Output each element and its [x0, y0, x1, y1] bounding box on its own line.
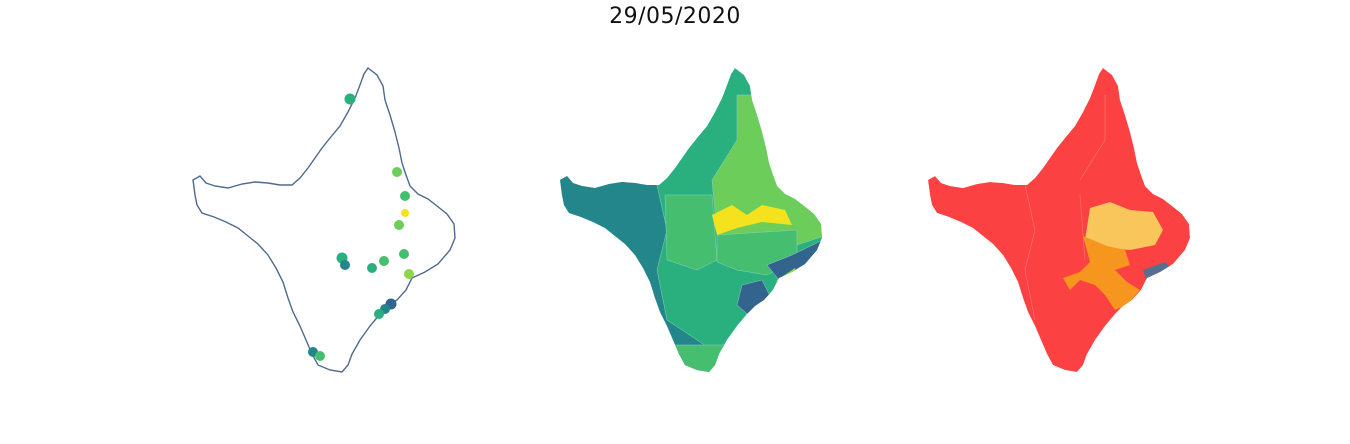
- figure-title: 29/05/2020: [609, 4, 741, 29]
- point: [401, 209, 409, 217]
- point: [344, 93, 356, 105]
- point: [394, 220, 404, 230]
- panel-choropleth-risk: [928, 68, 1190, 372]
- point: [374, 309, 384, 319]
- point: [404, 269, 414, 279]
- municipality-middle: [664, 194, 718, 271]
- point: [399, 249, 409, 259]
- point: [379, 256, 389, 266]
- point: [392, 167, 402, 177]
- municipality-moderate: [1085, 202, 1163, 250]
- point-layer: [308, 93, 414, 361]
- point: [367, 263, 377, 273]
- municipality-high: [1063, 236, 1140, 310]
- municipality-south: [666, 344, 738, 372]
- municipality-borders: [1024, 95, 1106, 321]
- region-outline: [192, 67, 456, 373]
- point: [315, 351, 325, 361]
- point: [400, 191, 410, 201]
- municipality-highest: [712, 205, 792, 235]
- panel-choropleth-viridis: [560, 68, 822, 372]
- panel-points: [192, 67, 456, 373]
- point: [340, 260, 350, 270]
